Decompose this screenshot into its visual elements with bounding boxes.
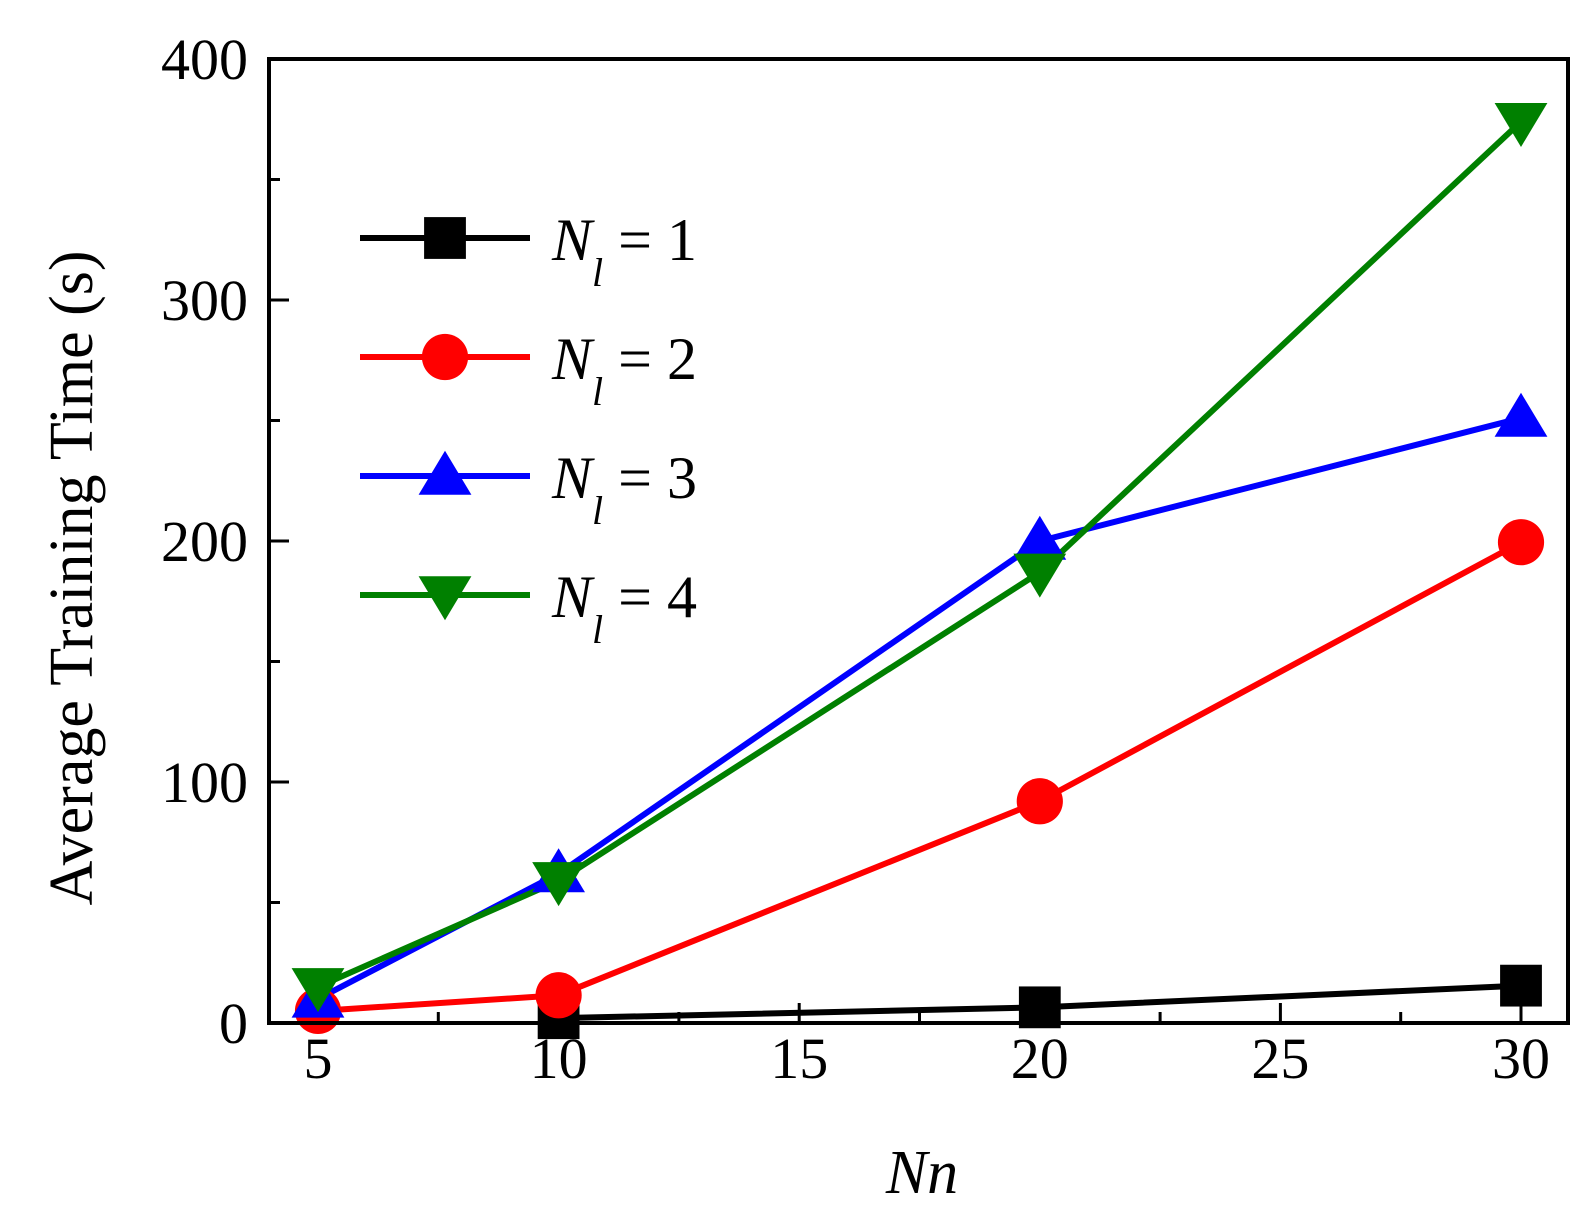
x-tick-label: 10 (530, 1026, 588, 1091)
legend-label-2: Nl = 2 (551, 326, 697, 414)
y-tick-label: 200 (161, 509, 248, 574)
plot-frame (267, 57, 1570, 1025)
data-point-series-3 (1013, 515, 1067, 560)
y-tick-label: 300 (161, 268, 248, 333)
data-point-series-2 (1497, 519, 1545, 566)
y-tick-label: 0 (219, 991, 248, 1056)
legend-label-4: Nl = 4 (551, 564, 697, 652)
y-tick-label: 100 (161, 750, 248, 815)
x-tick-label: 15 (770, 1026, 828, 1091)
data-point-series-4 (1494, 102, 1548, 147)
data-point-series-2 (535, 972, 582, 1019)
axis-ticks (269, 57, 1523, 1025)
series-line-4 (316, 119, 1524, 990)
data-point-series-4 (1013, 553, 1067, 598)
legend-label-1: Nl = 1 (551, 207, 697, 295)
data-point-series-3 (1494, 392, 1548, 437)
y-axis-title: Average Training Time (s) (38, 250, 106, 905)
data-point-series-4 (532, 862, 585, 907)
x-tick-label: 5 (304, 1026, 333, 1091)
legend: Nl = 1 Nl = 2 Nl = 3 Nl = 4 (360, 207, 697, 652)
series-line-3 (316, 415, 1522, 1002)
legend-label-3: Nl = 3 (551, 445, 697, 533)
x-tick-label: 25 (1251, 1026, 1309, 1091)
data-point-series-2 (1016, 778, 1063, 825)
series-line-2 (317, 539, 1523, 1014)
series-markers (291, 102, 1548, 1040)
legend-marker-2 (421, 333, 469, 381)
legend-marker-3 (418, 450, 472, 495)
legend-marker-1 (424, 217, 466, 259)
data-point-series-4 (291, 968, 345, 1013)
y-tick-label: 400 (161, 27, 248, 92)
x-tick-label: 20 (1011, 1026, 1069, 1091)
x-tick-label: 30 (1492, 1026, 1550, 1091)
legend-marker-4 (418, 576, 472, 621)
data-point-series-1 (1500, 964, 1542, 1007)
series-lines (316, 119, 1524, 1022)
x-axis-title: Nn (885, 1139, 958, 1207)
